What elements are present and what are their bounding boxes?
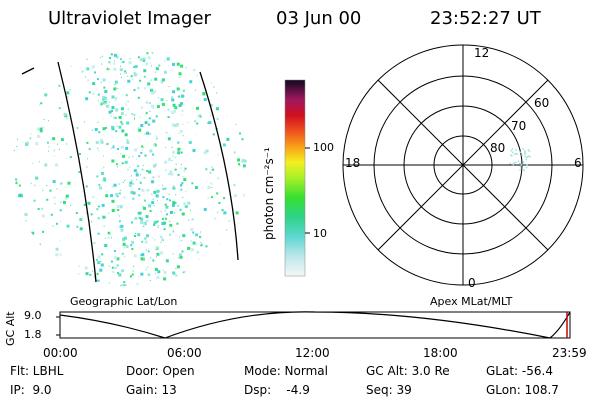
timeline-x-tick-1200: 12:00 [295, 346, 330, 360]
glon-value: GLon: 108.7 [486, 383, 559, 397]
timeline-y-tick-9: 9.0 [24, 309, 42, 322]
mlt-label-18: 18 [345, 156, 361, 170]
geographic-panel-title: Geographic Lat/Lon [70, 295, 178, 308]
colorbar [284, 79, 306, 277]
geo-boundary-line-left [57, 61, 97, 283]
polar-plot [342, 44, 584, 286]
instrument-title: Ultraviolet Imager [48, 8, 211, 29]
gain-value: Gain: 13 [126, 383, 177, 397]
aurora-emission-dots [12, 50, 248, 286]
timeline-x-tick-1800: 18:00 [423, 346, 458, 360]
dsp-value: Dsp: -4.9 [244, 383, 310, 397]
timeline-x-tick-0600: 06:00 [167, 346, 202, 360]
mlt-label-6: 6 [574, 156, 582, 170]
lat-label-80: 80 [490, 141, 506, 155]
colorbar-tick-label-10: 10 [313, 227, 327, 240]
lat-label-70: 70 [511, 119, 527, 133]
mode-value: Mode: Normal [244, 364, 328, 378]
ip-value: IP: 9.0 [10, 383, 52, 397]
time-label: 23:52:27 UT [430, 8, 541, 29]
door-value: Door: Open [126, 364, 195, 378]
timeline-x-tick-2359: 23:59 [552, 346, 587, 360]
geo-tick-line [21, 67, 35, 75]
geo-boundary-line-right [199, 71, 239, 261]
apex-panel-title: Apex MLat/MLT [430, 295, 513, 308]
mlt-label-0: 0 [468, 276, 476, 290]
polar-emission-dots [509, 148, 531, 172]
filter-value: Flt: LBHL [10, 364, 64, 378]
mlt-label-12: 12 [474, 46, 490, 60]
timeline-x-tick-0000: 00:00 [43, 346, 78, 360]
timeline-y-tick-1-8: 1.8 [24, 328, 42, 341]
colorbar-unit-label: photon cm⁻²s⁻¹ [262, 147, 276, 240]
timeline-y-axis-label: GC Alt [4, 311, 17, 346]
seq-value: Seq: 39 [366, 383, 412, 397]
timeline-box [59, 311, 571, 339]
date-label: 03 Jun 00 [276, 8, 362, 29]
gc-alt-value: GC Alt: 3.0 Re [366, 364, 450, 378]
lat-label-60: 60 [534, 96, 550, 110]
colorbar-tick-label-100: 100 [313, 141, 334, 154]
altitude-curve [59, 311, 571, 339]
glat-value: GLat: -56.4 [486, 364, 553, 378]
